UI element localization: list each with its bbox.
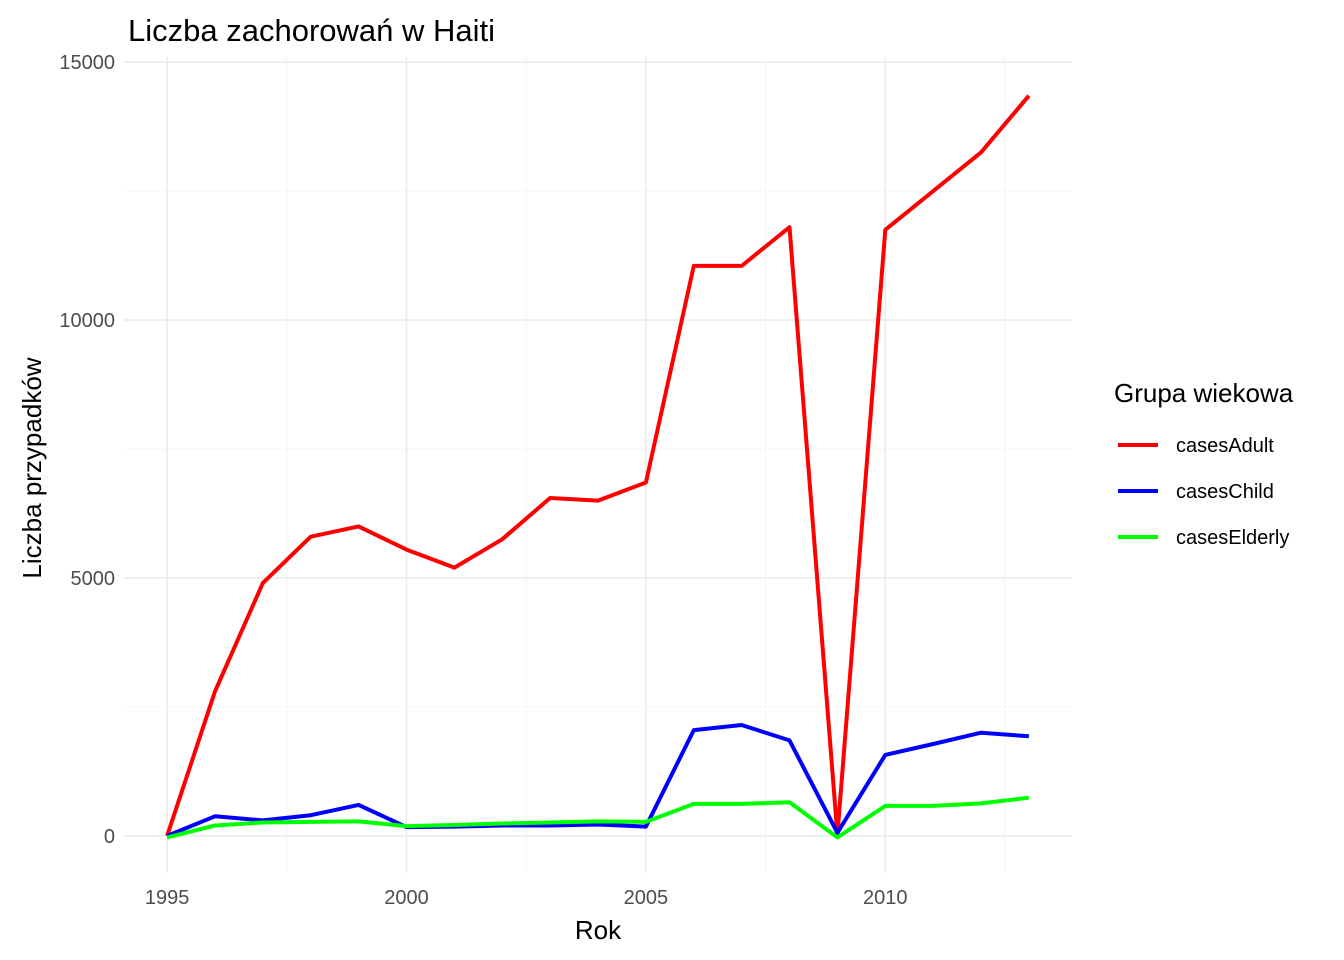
chart-title: Liczba zachorowań w Haiti xyxy=(128,13,495,48)
x-tick-label: 2005 xyxy=(624,887,669,909)
legend-label-casesElderly: casesElderly xyxy=(1176,527,1289,549)
series-line-casesChild xyxy=(166,723,1030,838)
x-tick-label: 2010 xyxy=(863,887,908,909)
legend-label-casesAdult: casesAdult xyxy=(1176,435,1274,457)
legend-label-casesChild: casesChild xyxy=(1176,481,1274,503)
legend-title: Grupa wiekowa xyxy=(1114,378,1294,408)
legend: Grupa wiekowa casesAdult casesChild casesE… xyxy=(1114,378,1294,549)
x-tick-labels: 1995 2000 2005 2010 xyxy=(145,887,908,909)
y-tick-label: 15000 xyxy=(59,52,115,74)
y-tick-label: 0 xyxy=(104,826,115,848)
x-tick-label: 1995 xyxy=(145,887,190,909)
legend-items: casesAdult casesChild casesElderly xyxy=(1118,435,1289,549)
major-gridlines xyxy=(124,57,1072,873)
x-tick-label: 2000 xyxy=(384,887,429,909)
y-axis-title: Liczba przypadków xyxy=(17,357,47,578)
y-tick-labels: 0 5000 10000 15000 xyxy=(59,52,115,848)
x-axis-title: Rok xyxy=(575,915,622,945)
y-tick-label: 5000 xyxy=(71,568,116,590)
series-line-casesElderly xyxy=(166,795,1030,840)
series-lines xyxy=(165,94,1031,840)
minor-gridlines xyxy=(124,57,1072,873)
y-tick-label: 10000 xyxy=(59,310,115,332)
series-line-casesAdult xyxy=(165,94,1031,837)
